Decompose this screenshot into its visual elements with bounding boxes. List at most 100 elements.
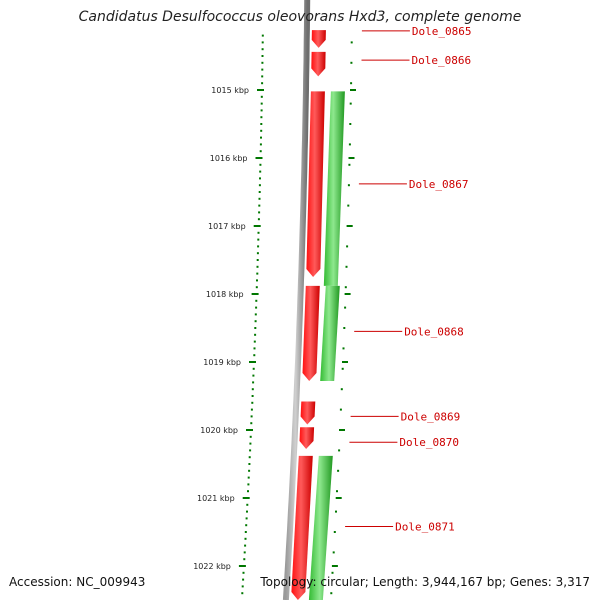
minor-tick <box>252 381 255 384</box>
minor-tick <box>255 286 258 289</box>
minor-tick <box>254 320 257 323</box>
guide-dot <box>350 61 353 64</box>
minor-tick <box>261 55 264 57</box>
minor-tick <box>260 136 262 139</box>
guide-dot <box>350 82 353 85</box>
tick-label: 1018 kbp <box>206 290 244 299</box>
guide-dot <box>330 592 333 595</box>
tick-label: 1017 kbp <box>208 222 246 231</box>
minor-tick <box>241 585 244 588</box>
minor-tick <box>243 558 246 561</box>
minor-tick <box>261 75 264 78</box>
guide-dot <box>347 184 350 187</box>
guide-dot <box>348 163 351 166</box>
minor-tick <box>250 415 253 418</box>
gene-label: Dole_0868 <box>404 325 464 338</box>
minor-tick <box>254 327 257 329</box>
minor-tick <box>252 374 255 377</box>
minor-tick <box>258 184 261 187</box>
guide-dot <box>331 571 334 574</box>
minor-tick <box>260 109 263 112</box>
minor-tick <box>256 265 259 268</box>
minor-tick <box>259 150 262 153</box>
guide-dot <box>348 143 351 146</box>
guide-dot <box>343 327 346 329</box>
minor-tick <box>253 347 256 350</box>
minor-tick <box>259 170 262 173</box>
minor-tick <box>258 204 261 207</box>
minor-tick <box>242 578 245 581</box>
forward-gene-arrow <box>300 401 316 425</box>
minor-tick <box>256 252 259 255</box>
guide-dot <box>340 388 343 391</box>
gene-label: Dole_0871 <box>395 521 455 534</box>
tick-label: 1019 kbp <box>203 358 241 367</box>
minor-tick <box>247 490 249 493</box>
topology-text: Topology: circular; Length: 3,944,167 bp… <box>260 575 590 589</box>
guide-dot <box>350 41 353 44</box>
minor-tick <box>255 306 258 309</box>
minor-tick <box>257 218 260 221</box>
tick-label: 1016 kbp <box>210 154 248 163</box>
minor-tick <box>259 143 262 146</box>
guide-dot <box>346 245 349 248</box>
reverse-gene-bar <box>323 91 345 286</box>
minor-tick <box>255 299 258 302</box>
minor-tick <box>246 503 249 506</box>
minor-tick <box>243 551 246 554</box>
minor-tick <box>256 272 259 275</box>
minor-tick <box>247 483 250 486</box>
reverse-gene-bar <box>308 455 333 600</box>
guide-dot <box>341 367 344 370</box>
minor-tick <box>256 279 258 282</box>
minor-tick <box>252 367 255 370</box>
minor-tick <box>261 82 264 85</box>
minor-tick <box>242 571 245 574</box>
minor-tick <box>250 422 253 425</box>
minor-tick <box>257 245 260 248</box>
tick-label: 1015 kbp <box>211 86 249 95</box>
forward-gene-arrow <box>302 285 320 382</box>
tick-label: 1022 kbp <box>193 562 231 571</box>
minor-tick <box>256 259 259 261</box>
minor-tick <box>254 333 257 336</box>
minor-tick <box>257 238 260 241</box>
gene-label: Dole_0869 <box>401 410 461 423</box>
tick-label: 1020 kbp <box>200 426 238 435</box>
minor-tick <box>259 177 261 180</box>
minor-tick <box>261 41 264 44</box>
minor-tick <box>260 123 263 125</box>
minor-tick <box>248 463 251 465</box>
guide-dot <box>344 286 347 289</box>
guide-dot <box>333 531 336 533</box>
minor-tick <box>245 517 248 520</box>
guide-dot <box>345 265 348 268</box>
guide-dot <box>336 490 338 493</box>
gene-label: Dole_0870 <box>399 436 459 449</box>
guide-dot <box>347 204 350 207</box>
gene-label: Dole_0866 <box>412 54 472 67</box>
minor-tick <box>244 531 247 533</box>
minor-tick <box>251 395 254 397</box>
minor-tick <box>246 510 248 513</box>
forward-gene-arrow <box>291 455 313 600</box>
minor-tick <box>260 102 263 105</box>
minor-tick <box>260 116 263 119</box>
minor-tick <box>258 197 261 200</box>
genome-title: Candidatus Desulfococcus oleovorans Hxd3… <box>78 9 522 25</box>
guide-dot <box>332 551 335 554</box>
minor-tick <box>261 68 264 71</box>
minor-tick <box>258 191 261 193</box>
minor-tick <box>245 524 248 527</box>
minor-tick <box>259 163 262 166</box>
minor-tick <box>249 435 252 438</box>
minor-tick <box>260 95 263 98</box>
minor-tick <box>253 354 256 357</box>
guide-dot <box>338 449 341 452</box>
minor-tick <box>244 537 247 540</box>
minor-tick <box>244 544 247 547</box>
gene-label: Dole_0865 <box>412 25 472 38</box>
guide-dot <box>339 408 342 411</box>
minor-tick <box>250 408 253 411</box>
